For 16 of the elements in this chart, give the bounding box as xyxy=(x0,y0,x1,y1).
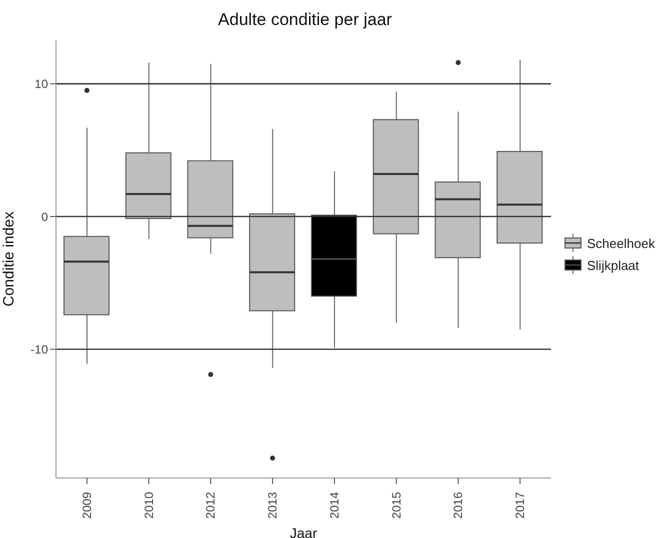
x-tick-label: 2016 xyxy=(451,492,466,519)
x-tick-label: 2013 xyxy=(266,492,280,519)
x-tick-label: 2015 xyxy=(389,492,404,519)
y-tick-label: -10 xyxy=(30,342,48,357)
y-axis-title: Conditie index xyxy=(0,210,18,307)
legend-label: Slijkplaat xyxy=(587,258,640,272)
x-tick-label: 2010 xyxy=(142,492,156,519)
y-tick-label: 10 xyxy=(34,77,48,92)
x-tick-label: 2017 xyxy=(513,492,528,519)
y-tick-label: 0 xyxy=(41,210,48,224)
legend-label: Scheelhoek xyxy=(587,236,655,250)
x-axis-title: Jaar xyxy=(290,525,318,538)
x-tick-label: 2012 xyxy=(204,492,218,519)
x-tick-label: 2009 xyxy=(80,492,94,519)
chart-title: Adulte conditie per jaar xyxy=(217,10,393,30)
x-tick-label: 2014 xyxy=(327,492,342,519)
